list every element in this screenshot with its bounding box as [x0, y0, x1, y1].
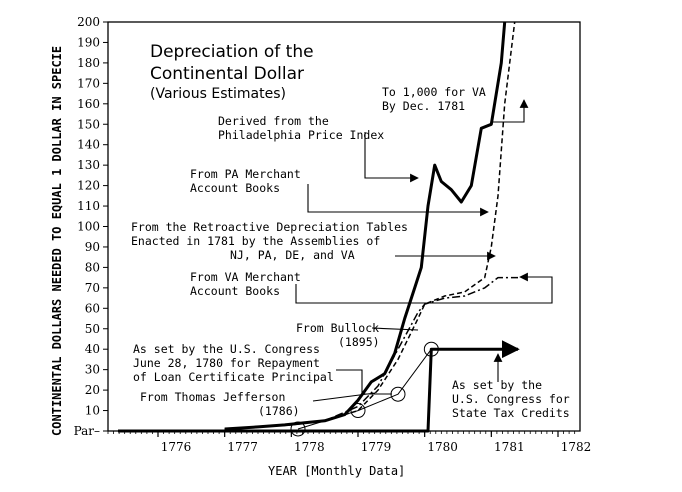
x-tick-label: 1776: [161, 440, 192, 454]
annotation-bullock-line2: (1895): [338, 335, 380, 349]
y-tick-label: 30: [85, 363, 100, 377]
annotation-state-tax-line2: U.S. Congress for: [452, 392, 570, 406]
x-tick-label: 1781: [494, 440, 525, 454]
annotation-philadelphia-line2: Philadelphia Price Index: [218, 128, 384, 142]
annotation-philadelphia: Derived from the Philadelphia Price Inde…: [218, 114, 384, 142]
annotation-to-1000-va-line2: By Dec. 1781: [382, 99, 465, 113]
series-line-2: [224, 276, 518, 430]
annotation-retroactive-line3: NJ, PA, DE, and VA: [230, 248, 355, 262]
annotation-pa-merchant-line1: From PA Merchant: [190, 167, 301, 181]
annotation-philadelphia-line1: Derived from the: [218, 114, 329, 128]
chart-title: Depreciation of the: [150, 42, 314, 62]
annotation-state-tax-line3: State Tax Credits: [452, 406, 570, 420]
jefferson-point: [290, 421, 306, 437]
annotation-retroactive-line1: From the Retroactive Depreciation Tables: [131, 220, 408, 234]
leader-congress-loan: [336, 369, 392, 395]
annotation-jefferson-line1: From Thomas Jefferson: [140, 390, 285, 404]
x-tick-label: 1780: [427, 440, 458, 454]
y-tick-label: 10: [85, 404, 100, 418]
leader-pa-merchant: [307, 184, 489, 217]
y-tick-label: 20: [85, 383, 100, 397]
y-tick-label: 80: [85, 260, 100, 274]
series-line-0: [224, 21, 507, 431]
leader-bullock: [371, 327, 419, 331]
leader-jefferson: [312, 392, 376, 402]
annotation-va-merchant-line2: Account Books: [190, 284, 280, 298]
y-tick-label: 100: [77, 220, 100, 234]
annotation-va-merchant: From VA Merchant Account Books: [190, 270, 308, 298]
y-tick-label: 70: [85, 281, 100, 295]
annotation-congress-loan-line3: of Loan Certificate Principal: [133, 370, 334, 384]
series-layer: [118, 21, 520, 437]
series-line-4: [118, 340, 520, 433]
chart-title-line2: Continental Dollar: [150, 64, 304, 84]
x-tick-label: 1779: [361, 440, 392, 454]
y-tick-label: 60: [85, 301, 100, 315]
y-axis-ticks: Par– 10 20 30 40 50 60 70 80 90 100 110 120 130 140 150…: [74, 15, 108, 438]
y-tick-label: 50: [85, 322, 100, 336]
y-tick-label: Par–: [74, 424, 100, 438]
leader-to-1000-va: [492, 99, 529, 123]
annotation-jefferson: From Thomas Jefferson (1786): [140, 390, 300, 418]
leader-philadelphia: [364, 132, 419, 183]
annotation-state-tax-line1: As set by the: [452, 378, 542, 392]
y-tick-label: 120: [77, 179, 100, 193]
y-tick-label: 180: [77, 56, 100, 70]
x-axis-ticks: 1776 1777 1778 1779 1780 1781 1782: [107, 431, 592, 454]
x-tick-label: 1778: [294, 440, 325, 454]
y-tick-label: 150: [77, 117, 100, 131]
y-tick-label: 90: [85, 240, 100, 254]
y-tick-label: 160: [77, 97, 100, 111]
y-axis-title: CONTINENTAL DOLLARS NEEDED TO EQUAL 1 DO…: [50, 46, 64, 436]
annotation-retroactive-line2: Enacted in 1781 by the Assemblies of: [131, 234, 380, 248]
y-tick-label: 40: [85, 342, 100, 356]
annotation-jefferson-line2: (1786): [258, 404, 300, 418]
y-tick-label: 110: [77, 199, 100, 213]
annotation-congress-loan-line2: June 28, 1780 for Repayment: [133, 356, 320, 370]
annotation-retroactive: From the Retroactive Depreciation Tables…: [131, 220, 415, 262]
annotation-congress-loan-line1: As set by the U.S. Congress: [133, 342, 320, 356]
jefferson-point: [350, 403, 366, 419]
y-tick-label: 130: [77, 158, 100, 172]
series-line-3: [297, 348, 432, 430]
leader-va-merchant: [295, 272, 553, 304]
x-tick-label: 1777: [227, 440, 258, 454]
annotation-state-tax: As set by the U.S. Congress for State Ta…: [452, 378, 577, 420]
chart-subtitle: (Various Estimates): [150, 86, 286, 102]
x-tick-label: 1782: [561, 440, 592, 454]
leader-lines: [295, 99, 553, 402]
y-tick-label: 140: [77, 138, 100, 152]
annotation-bullock-line1: From Bullock: [296, 321, 379, 335]
annotation-congress-loan: As set by the U.S. Congress June 28, 178…: [133, 342, 334, 384]
y-tick-label: 200: [77, 15, 100, 29]
annotation-to-1000-va: To 1,000 for VA By Dec. 1781: [382, 85, 493, 113]
annotation-pa-merchant: From PA Merchant Account Books: [190, 167, 308, 195]
annotation-va-merchant-line1: From VA Merchant: [190, 270, 301, 284]
y-tick-label: 190: [77, 35, 100, 49]
x-axis-title: YEAR [Monthly Data]: [268, 464, 405, 478]
y-tick-label: 170: [77, 76, 100, 90]
annotation-bullock: From Bullock (1895): [296, 321, 386, 349]
annotation-to-1000-va-line1: To 1,000 for VA: [382, 85, 486, 99]
annotation-pa-merchant-line2: Account Books: [190, 181, 280, 195]
